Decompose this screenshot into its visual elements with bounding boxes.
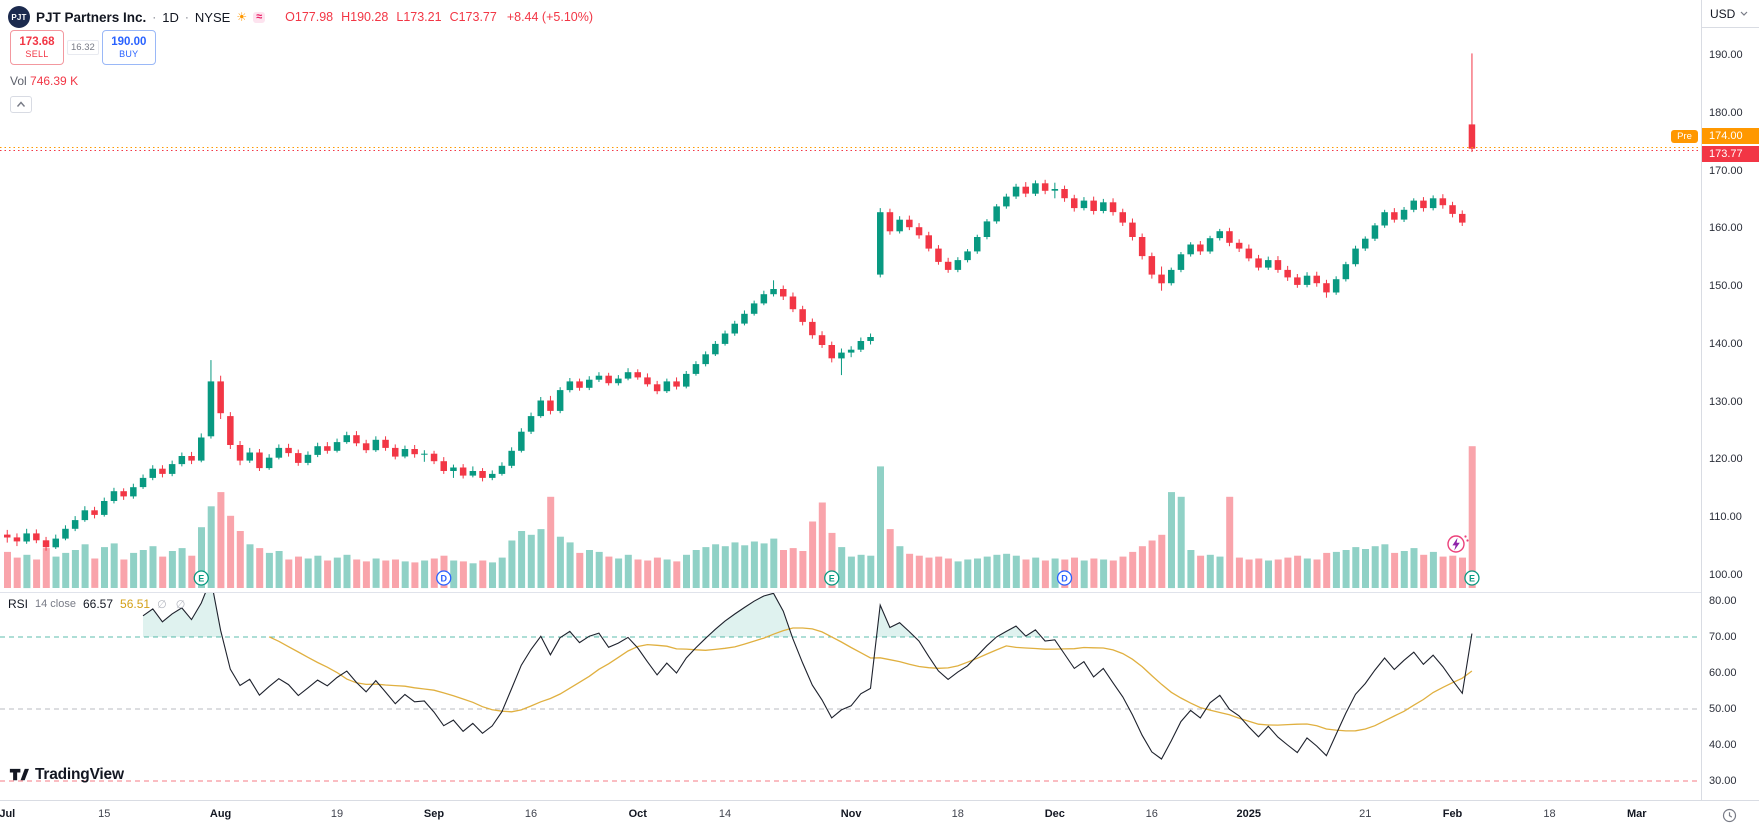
price-tick: 170.00 [1709, 164, 1743, 177]
separator-dot: · [184, 10, 189, 24]
chevron-up-icon [16, 101, 26, 107]
time-tick: 21 [1359, 808, 1372, 820]
rsi-ma-value: 56.51 [120, 597, 151, 611]
rsi-tick: 70.00 [1709, 631, 1737, 643]
exchange-label[interactable]: NYSE [194, 9, 231, 25]
tradingview-logo[interactable]: TradingView [9, 766, 124, 784]
time-tick: Oct [628, 808, 647, 820]
trade-panel: 173.68 SELL 16.32 190.00 BUY [10, 30, 156, 65]
price-tick: 190.00 [1709, 49, 1743, 61]
time-tick: Aug [209, 808, 232, 820]
symbol-title[interactable]: PJT Partners Inc. [36, 9, 147, 25]
price-tick: 150.00 [1709, 280, 1743, 293]
last-price-badge: 173.77 [1702, 146, 1759, 162]
price-tick: 120.00 [1709, 453, 1743, 466]
svg-text:D: D [441, 574, 448, 584]
rsi-tick: 40.00 [1709, 739, 1737, 751]
sell-button[interactable]: 173.68 SELL [10, 30, 64, 65]
time-tick: Nov [840, 808, 862, 820]
time-tick: 15 [98, 808, 111, 820]
symbol-legend: PJT PJT Partners Inc. · 1D · NYSE ☀ ≈ O1… [8, 5, 593, 29]
price-tick: 100.00 [1709, 569, 1743, 581]
tradingview-mark-icon [9, 768, 29, 781]
svg-text:D: D [1061, 574, 1068, 584]
rsi-pane[interactable] [0, 592, 1701, 800]
sun-icon: ☀ [236, 10, 248, 24]
time-axis[interactable]: Jul 15 Aug 19 Sep 16 Oct 14 Nov 18 Dec 16 2025 21 Feb 1… [0, 800, 1759, 828]
time-tick: Mar [1627, 808, 1647, 820]
clock-icon[interactable] [1722, 808, 1737, 823]
rsi-ma-line [268, 627, 1473, 732]
rsi-muted-values: ∅ ∅ [157, 598, 189, 611]
chevron-down-icon [1740, 11, 1748, 16]
earnings-marker[interactable]: E [824, 570, 840, 586]
rsi-line [142, 592, 1473, 760]
rsi-value: 66.57 [83, 597, 114, 611]
dividend-marker[interactable]: D [436, 570, 452, 586]
change-value: +8.44 (+5.10%) [506, 10, 593, 24]
time-tick: 19 [330, 808, 344, 820]
rsi-tick: 80.00 [1709, 595, 1737, 607]
rsi-tick: 60.00 [1709, 667, 1737, 679]
pane-separator[interactable] [0, 592, 1759, 593]
dividend-marker[interactable]: D [1056, 570, 1073, 586]
earnings-marker[interactable]: E [1464, 570, 1480, 586]
pre-market-pill: Pre [1671, 130, 1698, 143]
volume-series [4, 446, 1476, 589]
price-tick: 140.00 [1709, 337, 1743, 350]
ohlc-values: O177.98 H190.28 L173.21 C173.77 +8.44 (+… [285, 10, 593, 24]
time-tick: Jul [0, 808, 16, 820]
time-tick: 2025 [1236, 808, 1262, 820]
price-tick: 110.00 [1709, 511, 1742, 524]
lightning-icon[interactable] [1447, 535, 1469, 553]
time-tick: Feb [1442, 808, 1463, 820]
time-tick: 18 [951, 808, 964, 820]
rsi-legend[interactable]: RSI 14 close 66.57 56.51 ∅ ∅ [8, 597, 189, 611]
interval-label[interactable]: 1D [162, 9, 179, 25]
time-tick: 14 [718, 808, 732, 820]
time-tick: Dec [1044, 808, 1065, 820]
svg-text:E: E [829, 574, 835, 584]
time-tick: Sep [423, 808, 445, 820]
price-tick: 180.00 [1709, 106, 1743, 119]
collapse-legend-button[interactable] [10, 96, 32, 113]
price-tick: 130.00 [1709, 395, 1743, 408]
separator-dot: · [152, 10, 157, 24]
buy-button[interactable]: 190.00 BUY [101, 30, 156, 65]
time-tick: 16 [1145, 808, 1158, 820]
wave-icon: ≈ [253, 11, 266, 23]
rsi-tick: 30.00 [1709, 775, 1737, 787]
svg-text:E: E [198, 574, 204, 584]
price-tick: 160.00 [1709, 222, 1743, 235]
pre-market-price-badge: 174.00 [1702, 128, 1759, 144]
spread-value: 16.32 [67, 40, 99, 55]
volume-legend: Vol 746.39 K [10, 74, 79, 88]
symbol-logo[interactable]: PJT [8, 6, 30, 28]
time-tick: 16 [524, 808, 538, 820]
price-axis[interactable]: USD 190.00 180.00 170.00 160.00 150.00 140.00… [1701, 0, 1759, 800]
currency-selector[interactable]: USD [1702, 0, 1759, 28]
earnings-marker[interactable]: E [193, 570, 209, 586]
svg-text:E: E [1469, 574, 1475, 584]
rsi-tick: 50.00 [1709, 703, 1737, 715]
time-tick: 18 [1543, 808, 1556, 820]
candle-series [4, 53, 1476, 551]
